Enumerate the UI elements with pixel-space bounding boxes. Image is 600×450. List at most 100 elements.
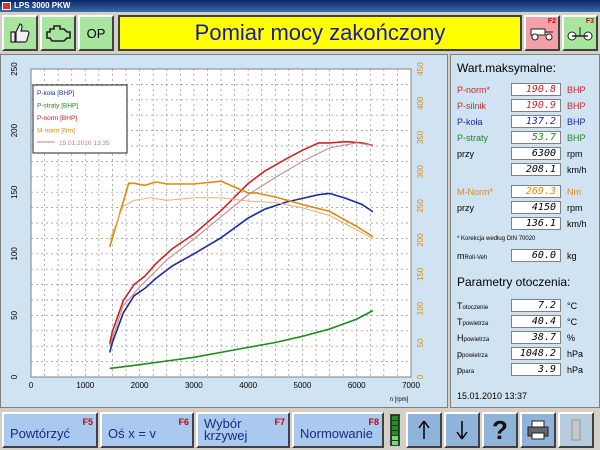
p-silnik-unit: BHP [567,101,586,111]
m-norm-value: 269.3 [511,185,561,198]
arrow-down-icon [456,421,468,440]
m-norm-label: M-Norm* [457,187,493,197]
y-right-tick-label: 350 [416,130,425,144]
f3-button[interactable]: F3 [562,15,598,51]
legend-label: P-straty [BHP] [37,103,78,110]
f6-key-label: F6 [178,417,189,427]
legend-label: M-norm [Nm] [37,128,75,135]
power-speed-unit: km/h [567,165,587,175]
window-title-bar: LPS 3000 PKW [0,0,600,12]
thumbs-up-button[interactable] [2,15,38,51]
x-tick-label: 4000 [239,381,257,390]
print-button[interactable] [520,412,556,448]
max-values-title: Wart.maksymalne: [457,61,556,75]
env-row-label: ppowietrza [457,349,488,359]
p-straty-value: 53.7 [511,131,561,144]
car-roller-icon [530,28,553,41]
y-left-tick-label: 150 [10,185,19,199]
down-button[interactable] [444,412,480,448]
mass-label: mRoll-Veh [457,251,488,261]
y-right-tick-label: 0 [416,374,425,379]
legend-label: P-koła [BHP] [37,90,74,97]
results-panel: Wart.maksymalne: P-norm* 190.8 BHP P-sil… [450,54,600,408]
series-line [108,140,374,344]
p-kola-label: P-koła [457,117,483,127]
y-right-tick-label: 450 [416,62,425,76]
arrow-up-icon [418,420,430,439]
x-tick-label: 7000 [402,381,420,390]
env-row-value: 1048.2 [511,347,561,360]
f3-key-label: F3 [585,18,594,25]
power-chart: 0 1000 2000 3000 4000 5000 6000 7000 0 50 100 150 20… [0,54,448,408]
timestamp: 15.01.2010 13:37 [457,391,528,401]
p-silnik-label: P-silnik [457,101,487,111]
f7-key-label: F7 [274,417,285,427]
repeat-button[interactable]: F5 Powtórzyć [2,412,98,448]
y-left-tick-label: 50 [10,310,19,319]
x-axis-button[interactable]: F6 Oś x = v [100,412,194,448]
env-row-label: ppara [457,365,475,375]
env-title: Parametry otoczenia: [457,275,571,289]
printer-icon [527,420,549,440]
f2-key-label: F2 [547,18,556,25]
env-row-unit: % [567,333,576,343]
torque-rpm-unit: rpm [567,203,583,213]
y-right-tick-label: 200 [416,233,425,247]
m-norm-unit: Nm [567,187,581,197]
curve-select-button[interactable]: F7 Wybór krzywej [196,412,290,448]
legend-label: 15.01.2010 13:35 [59,140,110,147]
normalize-button[interactable]: F8 Normowanie [292,412,384,448]
env-row-value: 7.2 [511,299,561,312]
series-line [108,192,374,353]
axle-icon [567,27,593,41]
y-right-tick-label: 250 [416,199,425,213]
mass-value: 60.0 [511,249,561,262]
exit-button[interactable] [558,412,594,448]
y-right-tick-label: 150 [416,267,425,281]
normalize-label: Normowanie [300,426,373,441]
power-rpm-label: przy [457,149,475,159]
page-title: Pomiar mocy zakończony [194,20,446,45]
env-row-unit: °C [567,301,578,311]
repeat-label: Powtórzyć [10,426,70,441]
y-right-tick-label: 100 [416,301,425,315]
torque-speed-value: 136.1 [511,217,561,230]
op-label: OP [86,25,106,41]
svg-text:?: ? [492,417,508,443]
curve-select-label: Wybór krzywej [204,416,248,443]
help-icon: ? [492,417,508,443]
p-straty-unit: BHP [567,133,586,143]
engine-button[interactable] [40,15,76,51]
power-speed-value: 208.1 [511,163,561,176]
f2-button[interactable]: F2 [524,15,560,51]
power-rpm-unit: rpm [567,149,583,159]
help-button[interactable]: ? [482,412,518,448]
series-line [109,309,374,370]
x-tick-label: 3000 [185,381,203,390]
p-kola-value: 137.2 [511,115,561,128]
op-button[interactable]: OP [78,15,114,51]
series-line [109,142,374,347]
din-note: * Korekcja według DIN 70020 [457,236,536,242]
up-button[interactable] [406,412,442,448]
env-row-label: Hpowietrza [457,333,490,343]
series-line [108,180,374,248]
env-row-unit: °C [567,317,578,327]
legend-label: P-norm [BHP] [37,115,77,122]
y-left-tick-label: 250 [10,62,19,76]
y-right-tick-label: 50 [416,338,425,347]
x-tick-label: 2000 [131,381,149,390]
x-tick-label: 5000 [294,381,312,390]
p-straty-label: P-straty [457,133,489,143]
exit-icon [571,419,581,441]
series-line [109,197,374,241]
y-right-tick-label: 400 [416,96,425,110]
torque-rpm-label: przy [457,203,475,213]
torque-speed-unit: km/h [567,219,587,229]
p-norm-value: 190.8 [511,83,561,96]
app-icon [2,2,11,10]
y-right-tick-label: 300 [416,164,425,178]
f8-key-label: F8 [368,417,379,427]
env-row-value: 40.4 [511,315,561,328]
x-axis-label: n [rpm] [390,397,409,403]
